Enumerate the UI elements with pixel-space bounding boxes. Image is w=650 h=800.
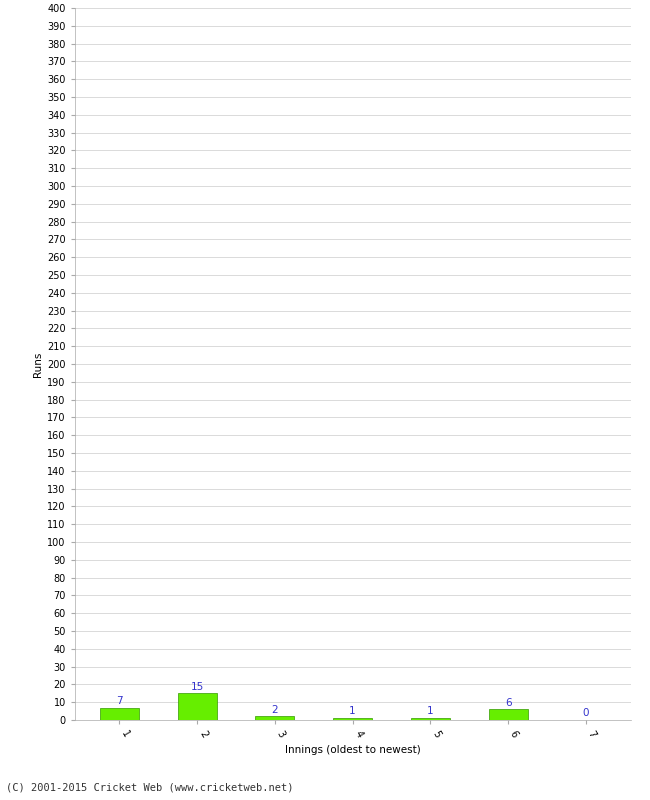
Text: 7: 7 (116, 696, 123, 706)
X-axis label: Innings (oldest to newest): Innings (oldest to newest) (285, 745, 421, 755)
Text: 15: 15 (190, 682, 204, 691)
Bar (100, 707, 139, 720)
Bar (255, 717, 294, 720)
Y-axis label: Runs: Runs (33, 351, 43, 377)
Bar (177, 694, 216, 720)
Bar (333, 718, 372, 720)
Text: (C) 2001-2015 Cricket Web (www.cricketweb.net): (C) 2001-2015 Cricket Web (www.cricketwe… (6, 782, 294, 792)
Bar (411, 718, 450, 720)
Text: 6: 6 (505, 698, 512, 707)
Text: 0: 0 (582, 708, 589, 718)
Text: 1: 1 (427, 706, 434, 717)
Bar (489, 710, 528, 720)
Text: 1: 1 (349, 706, 356, 717)
Text: 2: 2 (272, 705, 278, 714)
